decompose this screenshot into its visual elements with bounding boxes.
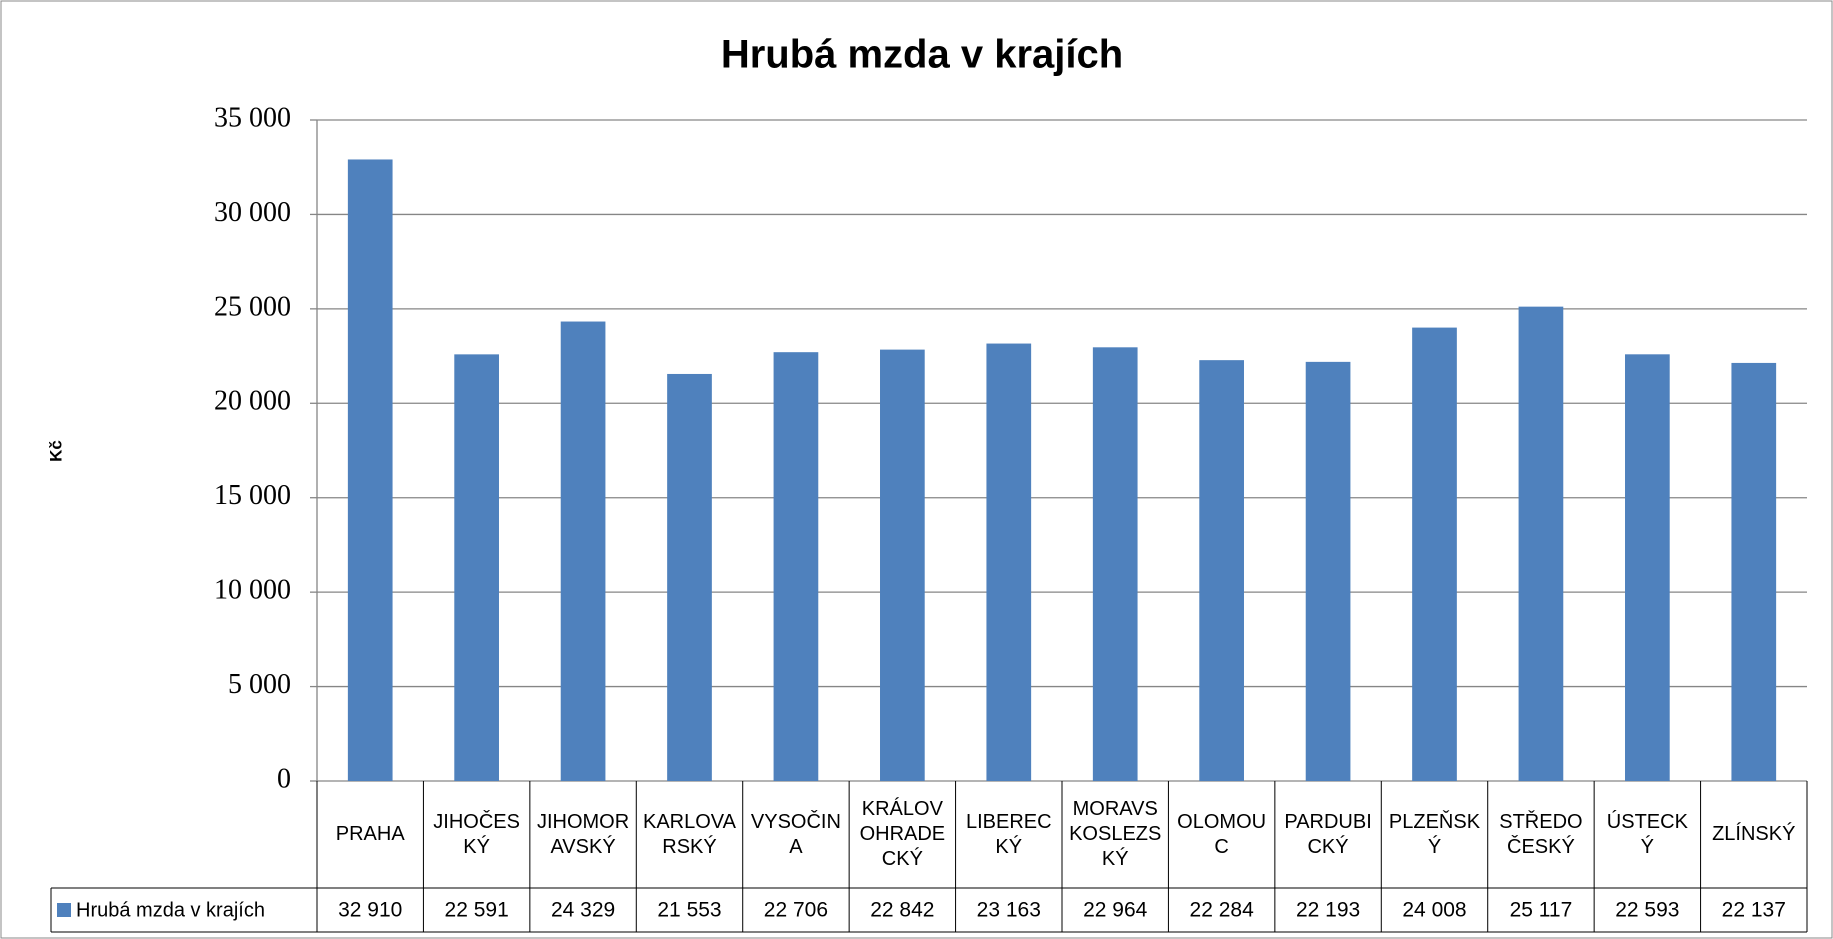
bar <box>1092 347 1138 781</box>
x-tick-label: STŘEDOČESKÝ <box>1499 810 1583 858</box>
x-tick-label: PARDUBICKÝ <box>1284 810 1372 858</box>
x-tick-label: LIBERECKÝ <box>965 810 1052 858</box>
bar <box>1731 362 1777 781</box>
value-label: 22 706 <box>764 899 828 922</box>
bar <box>560 321 606 781</box>
value-label: 22 284 <box>1190 899 1255 922</box>
y-tick-label: 5 000 <box>228 669 291 700</box>
value-label: 23 163 <box>977 899 1041 922</box>
x-tick-label: JIHOČESKÝ <box>433 810 520 858</box>
y-tick-label: 15 000 <box>214 480 291 511</box>
y-tick-label: 35 000 <box>214 102 291 133</box>
value-label: 22 964 <box>1083 899 1148 922</box>
x-tick-label: ÚSTECKÝ <box>1606 810 1688 858</box>
x-tick-label: OLOMOUC <box>1177 810 1267 858</box>
x-tick-label: ZLÍNSKÝ <box>1712 823 1796 845</box>
bar <box>1412 327 1457 781</box>
x-tick-label: VYSOČINA <box>750 810 841 858</box>
bar <box>986 343 1032 781</box>
bar <box>1305 361 1351 781</box>
bar <box>1625 354 1670 781</box>
y-axis-label: Kč <box>46 440 65 462</box>
x-tick-label: MORAVSKOSLEZSKÝ <box>1069 798 1162 870</box>
y-tick-label: 20 000 <box>214 386 291 417</box>
value-label: 25 117 <box>1510 899 1573 922</box>
x-tick-label: JIHOMORAVSKÝ <box>536 810 630 858</box>
chart-title: Hrubá mzda v krajích <box>721 33 1123 77</box>
x-tick-label: PLZEŇSKÝ <box>1388 810 1481 858</box>
bar <box>454 354 499 781</box>
value-label: 22 593 <box>1615 899 1679 922</box>
x-tick-label: KRÁLOVOHRADECKÝ <box>859 798 946 870</box>
bar <box>667 373 712 781</box>
bar <box>880 349 925 781</box>
legend-swatch <box>57 903 71 917</box>
y-tick-label: 0 <box>277 763 291 794</box>
bar <box>1518 306 1564 781</box>
y-tick-label: 10 000 <box>214 575 291 606</box>
value-label: 22 137 <box>1722 899 1786 922</box>
value-label: 24 329 <box>551 899 615 922</box>
value-label: 22 842 <box>870 899 934 922</box>
y-tick-label: 25 000 <box>214 291 291 322</box>
x-tick-label: KARLOVARSKÝ <box>642 810 736 858</box>
bar <box>1199 360 1244 781</box>
value-label: 24 008 <box>1402 899 1466 922</box>
legend-label: Hrubá mzda v krajích <box>76 899 265 921</box>
value-label: 22 591 <box>445 899 509 922</box>
bar <box>773 352 819 781</box>
y-tick-label: 30 000 <box>214 197 291 228</box>
value-label: 21 553 <box>657 899 721 922</box>
value-label: 22 193 <box>1296 899 1360 922</box>
value-label: 32 910 <box>338 899 402 922</box>
bar <box>347 159 393 782</box>
x-tick-label: PRAHA <box>335 823 405 845</box>
